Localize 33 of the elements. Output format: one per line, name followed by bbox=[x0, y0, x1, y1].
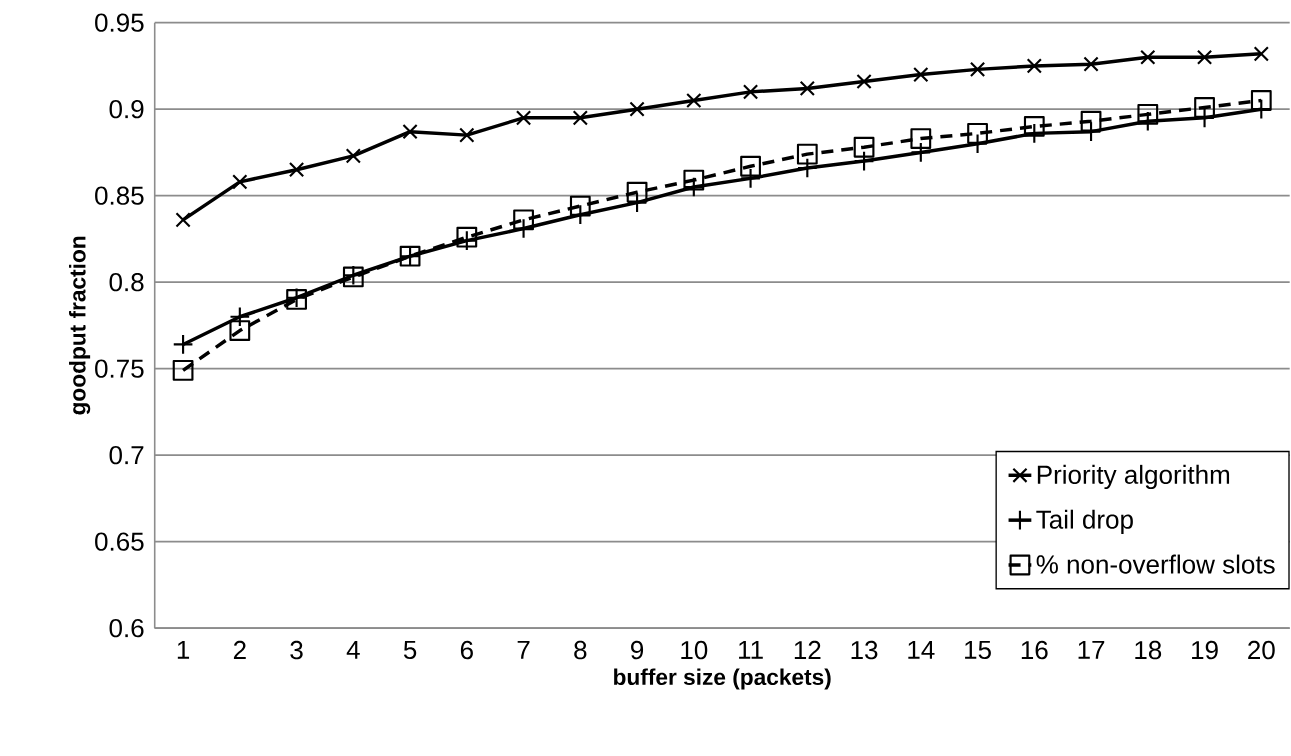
x-tick-label: 18 bbox=[1135, 640, 1162, 660]
y-tick-label: 0.9 bbox=[109, 99, 144, 119]
legend-label: % non-overflow slots bbox=[1036, 554, 1275, 574]
x-tick-label: 14 bbox=[908, 640, 935, 659]
y-tick-label: 0.8 bbox=[109, 272, 144, 292]
x-tick-label: 12 bbox=[794, 640, 821, 659]
x-tick-label: 16 bbox=[1021, 640, 1048, 660]
x-tick-label: 3 bbox=[290, 640, 303, 660]
x-tick-label: 19 bbox=[1192, 640, 1218, 660]
x-tick-label: 7 bbox=[517, 640, 530, 659]
x-tick-label: 11 bbox=[739, 640, 763, 659]
y-tick-label: 0.65 bbox=[95, 532, 144, 551]
y-tick-label: 0.6 bbox=[109, 618, 144, 638]
x-tick-label: 20 bbox=[1248, 640, 1275, 660]
y-axis-title: goodput fraction bbox=[69, 236, 91, 415]
x-tick-label: 15 bbox=[965, 640, 991, 659]
x-tick-label: 8 bbox=[574, 640, 587, 660]
x-tick-label: 5 bbox=[403, 640, 417, 659]
x-tick-label: 9 bbox=[631, 640, 644, 660]
x-axis-title: buffer size (packets) bbox=[614, 668, 831, 690]
y-tick-label: 0.7 bbox=[109, 445, 144, 465]
x-tick-label: 1 bbox=[177, 640, 190, 659]
x-tick-label: 4 bbox=[346, 640, 360, 659]
legend-label: Tail drop bbox=[1036, 509, 1133, 534]
y-tick-label: 0.85 bbox=[95, 186, 144, 205]
x-tick-label: 6 bbox=[460, 640, 473, 660]
x-tick-label: 2 bbox=[233, 640, 246, 659]
x-tick-label: 17 bbox=[1078, 640, 1105, 659]
x-tick-label: 10 bbox=[681, 640, 708, 660]
legend-label: Priority algorithm bbox=[1037, 464, 1230, 489]
y-tick-label: 0.75 bbox=[95, 359, 144, 378]
x-tick-label: 13 bbox=[851, 640, 878, 660]
y-tick-label: 0.95 bbox=[95, 13, 144, 32]
